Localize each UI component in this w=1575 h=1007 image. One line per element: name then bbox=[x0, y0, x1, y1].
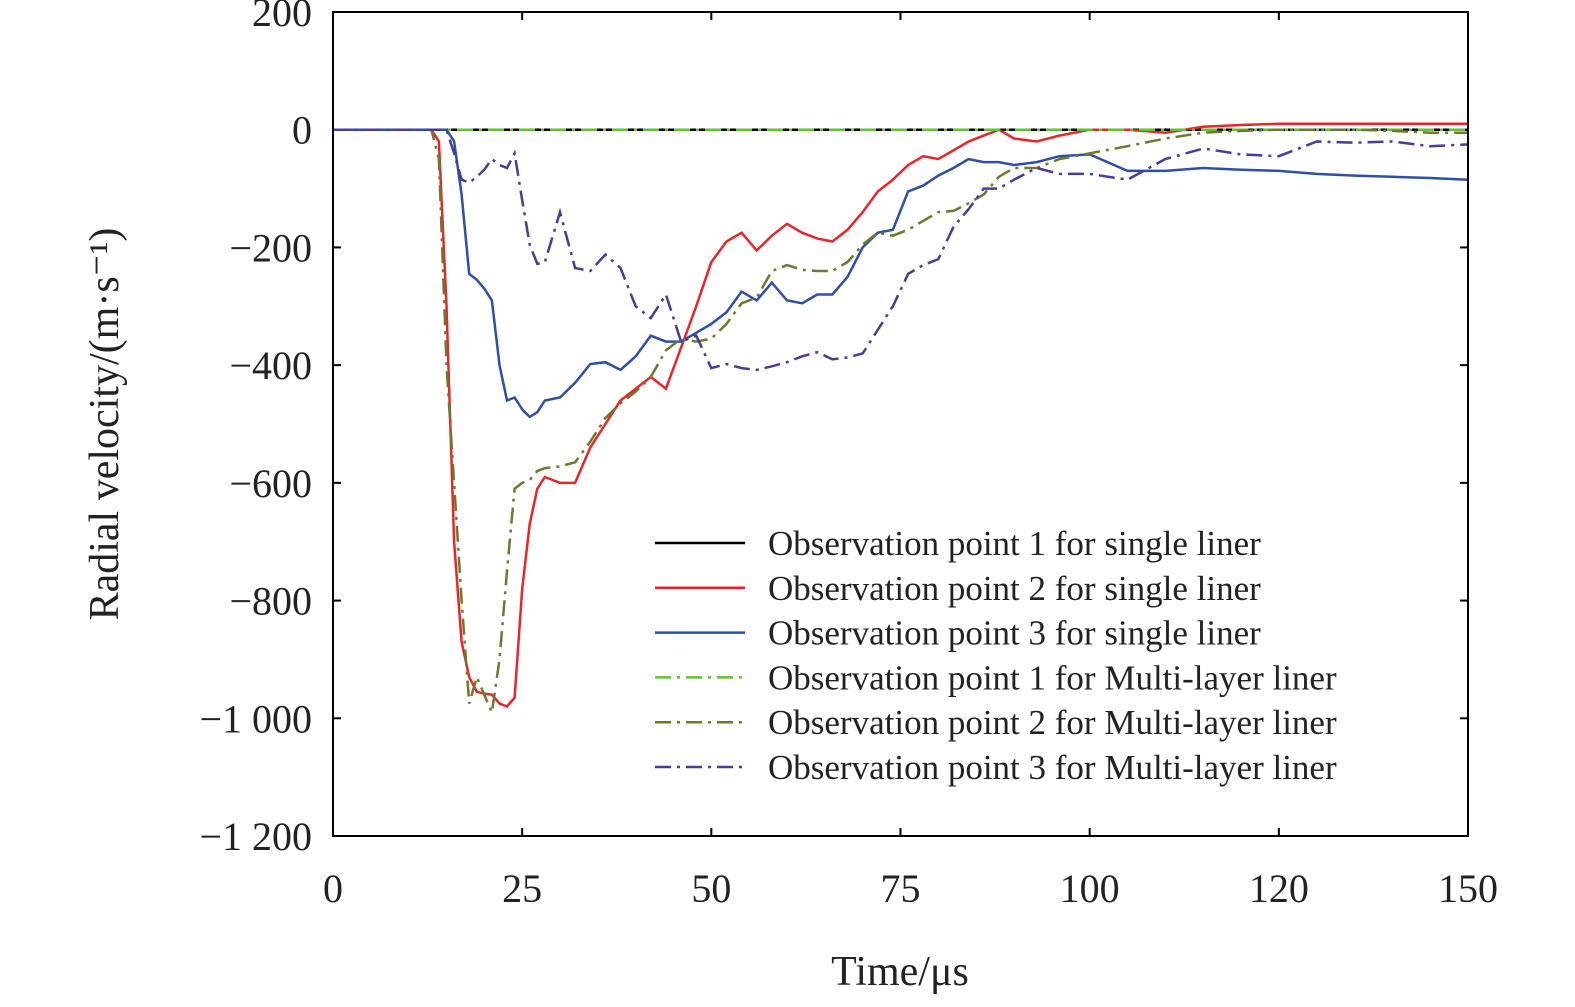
legend-label: Observation point 1 for single liner bbox=[768, 524, 1261, 563]
y-axis-title: Radial velocity/(m·s⁻¹) bbox=[82, 228, 128, 621]
y-tick-label: −200 bbox=[229, 225, 312, 270]
x-tick-label: 75 bbox=[881, 866, 921, 911]
plot-frame bbox=[332, 11, 1469, 837]
x-tick-label: 100 bbox=[1060, 866, 1120, 911]
x-tick-label: 150 bbox=[1438, 866, 1498, 911]
legend-label: Observation point 2 for single liner bbox=[768, 569, 1261, 608]
x-axis-title: Time/μs bbox=[831, 949, 969, 995]
y-tick-label: −1 200 bbox=[199, 814, 312, 859]
y-tick-label: 200 bbox=[252, 0, 312, 35]
series-line bbox=[333, 128, 1468, 419]
y-tick-label: −800 bbox=[229, 579, 312, 624]
x-tick-label: 120 bbox=[1249, 866, 1309, 911]
series-line bbox=[333, 128, 1468, 372]
series-line bbox=[333, 128, 1468, 717]
y-tick-label: 0 bbox=[292, 108, 312, 153]
legend-label: Observation point 3 for single liner bbox=[768, 614, 1261, 653]
x-tick-label: 50 bbox=[691, 866, 731, 911]
y-tick-label: −1 000 bbox=[199, 696, 312, 741]
legend-label: Observation point 3 for Multi-layer line… bbox=[768, 748, 1337, 787]
y-tick-label: −400 bbox=[229, 343, 312, 388]
legend-label: Observation point 2 for Multi-layer line… bbox=[768, 703, 1337, 742]
legend-label: Observation point 1 for Multi-layer line… bbox=[768, 658, 1337, 697]
y-tick-label: −600 bbox=[229, 461, 312, 506]
x-tick-label: 0 bbox=[323, 866, 343, 911]
x-tick-label: 25 bbox=[502, 866, 542, 911]
series-line bbox=[333, 122, 1468, 708]
